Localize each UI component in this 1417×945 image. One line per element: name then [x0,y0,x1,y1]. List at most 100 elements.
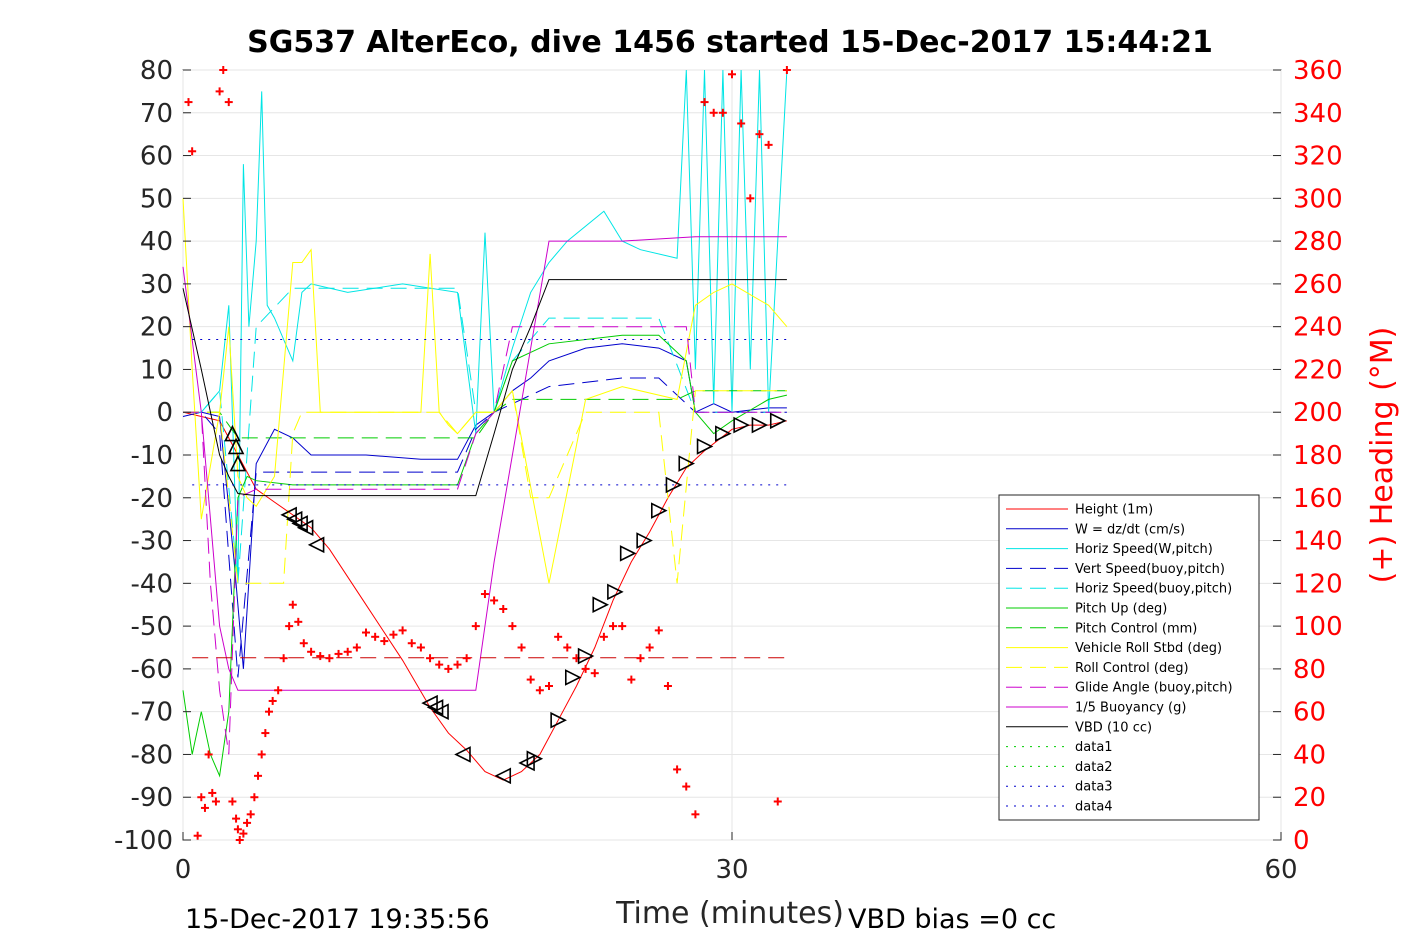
heading-point [250,793,259,802]
heading-point [294,617,303,626]
glider-marker [619,545,637,562]
y-right-tick-label: 200 [1293,398,1343,428]
y-right-tick-label: 300 [1293,184,1343,214]
series-roll-control-deg [183,389,787,584]
legend-entry: Horiz Speed(buoy,pitch) [1006,582,1232,597]
heading-point [755,130,764,139]
legend-label: Vert Speed(buoy,pitch) [1075,562,1225,577]
y-tick-label: -40 [131,569,173,599]
y-tick-label: 70 [140,99,173,129]
y-right-axis: 3603403203002802602402202001801601401201… [1273,56,1343,856]
legend-label: Horiz Speed(buoy,pitch) [1075,582,1232,597]
heading-point [325,654,334,663]
y-right-tick-label: 100 [1293,612,1343,642]
y-right-tick-label: 120 [1293,569,1343,599]
y-tick-label: 60 [140,142,173,172]
heading-point [239,829,248,838]
glider-marker [592,596,610,614]
legend-entry: 1/5 Buoyancy (g) [1006,701,1186,716]
y-right-tick-label: 240 [1293,313,1343,343]
y-right-tick-label: 160 [1293,484,1343,514]
heading-point [279,654,288,663]
heading-point [416,643,425,652]
heading-point [265,707,274,716]
heading-point [380,637,389,646]
legend-entry: data4 [1006,800,1113,815]
legend-label: Horiz Speed(W,pitch) [1075,542,1213,557]
heading-point [746,194,755,203]
x-axis-label: Time (minutes) [615,896,844,931]
heading-point [563,643,572,652]
heading-point [599,632,608,641]
heading-point [499,605,508,613]
heading-point [228,797,237,806]
heading-point [197,793,206,802]
glider-marker [526,750,544,768]
y-tick-label: -70 [131,698,173,728]
heading-point [590,669,599,678]
glider-marker [769,412,787,430]
heading-point [435,660,444,669]
series-glide-angle-buoy-pitch [183,326,787,755]
series-vert-speed-buoy-pitch [183,377,787,678]
series-layer [182,69,788,781]
y-right-tick-label: 360 [1293,56,1343,86]
legend-label: data1 [1075,740,1113,755]
series-pitch-control-mm [183,390,787,439]
glider-marker [577,647,595,665]
series-pitch-up-deg [182,334,788,778]
glider-marker [432,703,449,720]
heading-point [362,628,370,637]
heading-point [211,797,220,806]
heading-point [389,630,398,639]
heading-point [288,600,297,609]
glider-marker [564,669,582,686]
heading-points [184,66,791,844]
heading-point [480,590,489,599]
legend-entry: Horiz Speed(W,pitch) [1006,542,1213,557]
legend-entry: W = dz/dt (cm/s) [1006,522,1185,537]
heading-point [554,632,563,641]
y-right-tick-label: 80 [1293,655,1326,685]
chart-title: SG537 AlterEco, dive 1456 started 15-Dec… [247,25,1213,60]
heading-point [285,622,294,631]
y-tick-label: 0 [156,398,173,428]
heading-point [782,66,791,74]
heading-point [691,810,700,819]
series-vehicle-roll-stbd-deg [182,198,788,584]
x-tick-label: 0 [175,855,192,885]
y-left-axis: 80 70 60 50 40 30 20 10 0 -10 -20 -30 -40 -50 -60 -70 -8… [114,56,191,856]
legend-entry: data2 [1006,760,1113,775]
series-1-5-buoyancy-g [182,236,787,691]
glider-marker [494,767,512,785]
heading-point [316,652,325,661]
y-tick-label: -50 [131,612,173,642]
glider-marker [665,476,683,494]
heading-point [208,788,217,797]
y-right-tick-label: 260 [1293,270,1343,300]
heading-point [193,831,202,840]
y-tick-label: -90 [131,783,173,813]
heading-point [426,654,435,663]
y-right-tick-label: 180 [1293,441,1343,471]
heading-point [490,596,499,605]
heading-point [268,696,277,705]
legend-entry: Glide Angle (buoy,pitch) [1006,681,1233,696]
heading-point [764,140,773,149]
legend-entry: Roll Control (deg) [1006,661,1189,676]
glider-marker [229,454,247,472]
heading-point [274,686,283,695]
heading-point [204,750,213,759]
heading-point [545,682,553,690]
heading-point [219,66,228,74]
y-right-tick-label: 320 [1293,142,1343,172]
heading-point [215,87,224,96]
y-tick-label: -10 [131,441,173,471]
y-tick-label: -80 [131,740,173,770]
heading-point [581,664,590,673]
glider-marker [296,519,314,537]
y-right-tick-label: 280 [1293,227,1343,257]
y-right-tick-label: 60 [1293,698,1326,728]
y-tick-label: 40 [140,227,173,257]
